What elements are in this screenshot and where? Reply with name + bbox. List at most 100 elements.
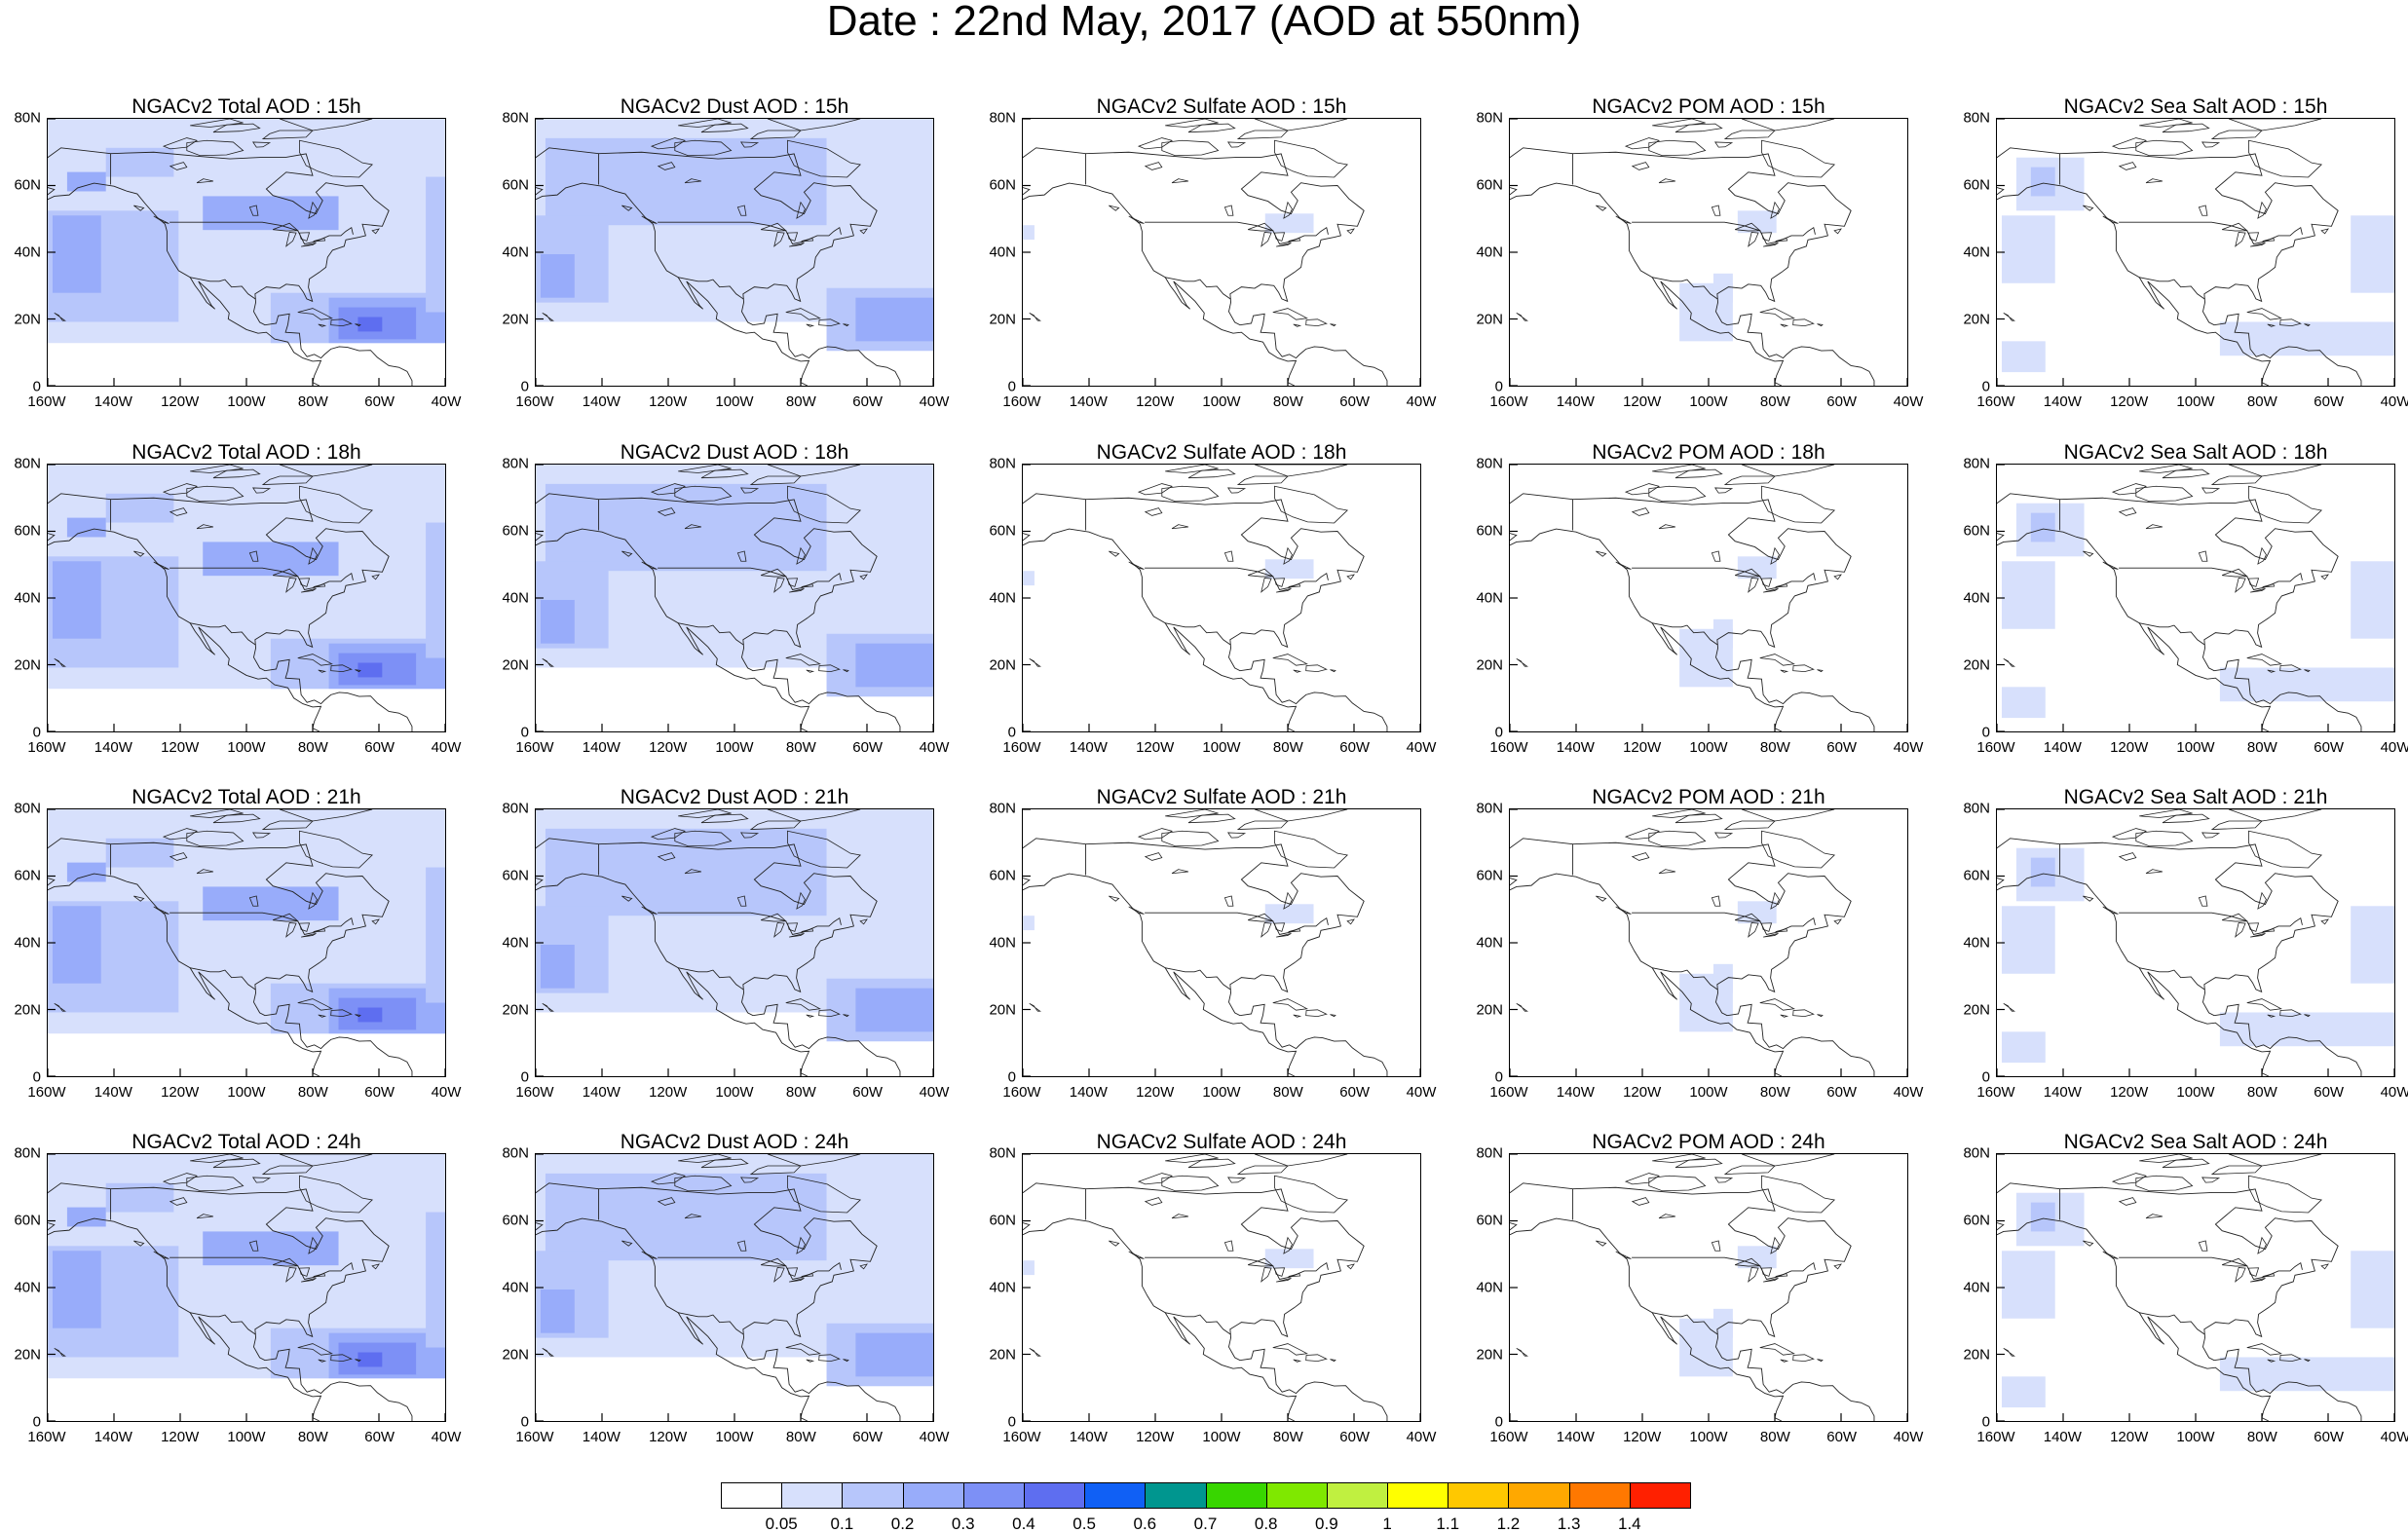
x-tick-label: 120W xyxy=(161,1429,200,1445)
island-outline xyxy=(787,830,862,869)
y-tick-label: 20N xyxy=(989,1001,1016,1019)
island-outline xyxy=(1029,312,1041,321)
colorbar-label: 0.8 xyxy=(1254,1514,1278,1533)
aod-field-north-pacific xyxy=(2001,215,2055,283)
island-outline xyxy=(2198,1240,2208,1252)
colorbar-swatch xyxy=(781,1482,844,1509)
island-outline xyxy=(285,232,297,247)
island-outline xyxy=(621,1240,633,1247)
island-outline xyxy=(301,242,317,247)
colorbar-label: 0.1 xyxy=(830,1514,854,1533)
island-outline xyxy=(1128,906,1145,915)
aod-field-gulf xyxy=(1712,963,1733,993)
panel-title: NGACv2 Dust AOD : 15h xyxy=(620,95,849,118)
island-outline xyxy=(186,485,245,503)
island-outline xyxy=(818,1354,841,1363)
y-tick-label: 80N xyxy=(502,109,529,127)
x-tick-label: 140W xyxy=(1556,739,1595,756)
x-tick-label: 80W xyxy=(297,739,328,756)
aod-field-great-lakes xyxy=(203,1231,339,1266)
island-outline xyxy=(1223,895,1234,907)
map-svg xyxy=(1510,465,1907,731)
island-outline xyxy=(2250,587,2266,593)
island-outline xyxy=(190,119,244,128)
y-tick-label: 20N xyxy=(502,311,529,328)
island-outline xyxy=(1272,654,1308,666)
aod-field-south-clear xyxy=(536,1357,653,1421)
x-tick-label: 60W xyxy=(1339,1429,1371,1445)
x-tick-label: 100W xyxy=(1689,393,1728,410)
island-outline xyxy=(1283,201,1293,219)
island-outline xyxy=(684,178,702,184)
aod-field-gulf-alaska xyxy=(66,1207,106,1227)
island-outline xyxy=(1226,487,1247,494)
island-outline xyxy=(1723,475,1776,485)
island-outline xyxy=(674,1175,733,1192)
x-tick-label: 160W xyxy=(1489,1084,1528,1101)
island-outline xyxy=(1713,1177,1734,1183)
y-tick-label: 80N xyxy=(1476,800,1503,817)
y-tick-label: 80N xyxy=(1963,109,1990,127)
y-tick-label: 0 xyxy=(1007,724,1016,741)
x-tick-label: 60W xyxy=(364,1429,395,1445)
y-tick-label: 60N xyxy=(1476,522,1503,540)
island-outline xyxy=(806,669,815,673)
island-outline xyxy=(2267,1359,2276,1363)
x-tick-label: 120W xyxy=(649,1429,688,1445)
island-outline xyxy=(248,205,259,216)
island-outline xyxy=(1759,998,1795,1011)
x-tick-label: 60W xyxy=(852,739,884,756)
x-tick-label: 120W xyxy=(649,739,688,756)
island-outline xyxy=(1723,1165,1776,1175)
x-tick-label: 40W xyxy=(919,1429,950,1445)
x-tick-label: 60W xyxy=(2314,393,2345,410)
island-outline xyxy=(786,922,799,932)
country-border xyxy=(658,1256,842,1280)
map-panel: NGACv2 POM AOD : 21h 80N 60N 40N 20N 0 160W 140… xyxy=(1476,787,1923,1101)
island-outline xyxy=(297,654,333,666)
island-outline xyxy=(1741,119,1835,131)
island-outline xyxy=(684,869,702,875)
x-tick-label: 100W xyxy=(2176,393,2215,410)
island-outline xyxy=(621,550,633,557)
island-outline xyxy=(2246,998,2282,1011)
island-outline xyxy=(650,483,687,496)
aod-field-pacific-core xyxy=(540,1289,575,1333)
x-tick-label: 120W xyxy=(1623,1084,1662,1101)
aod-field-plume-max xyxy=(357,662,383,678)
island-outline xyxy=(1833,228,1842,235)
country-border xyxy=(169,1256,354,1280)
island-outline xyxy=(279,119,373,131)
aod-field-south-clear xyxy=(536,1012,653,1076)
aod-field-tropical-pacific xyxy=(2001,1031,2046,1064)
x-tick-label: 100W xyxy=(227,739,266,756)
y-tick-label: 20N xyxy=(1963,311,1990,328)
island-outline xyxy=(1624,828,1661,841)
island-outline xyxy=(1276,242,1292,247)
island-outline xyxy=(1161,830,1220,847)
y-tick-label: 80N xyxy=(1476,1144,1503,1162)
island-outline xyxy=(1254,119,1348,131)
x-tick-label: 160W xyxy=(1976,1429,2015,1445)
island-outline xyxy=(678,465,732,473)
island-outline xyxy=(2228,1154,2322,1167)
panel-title: NGACv2 POM AOD : 21h xyxy=(1592,786,1825,808)
x-tick-label: 100W xyxy=(1689,1429,1728,1445)
colorbar-swatch xyxy=(1326,1482,1389,1509)
island-outline xyxy=(1711,1240,1721,1252)
coastline xyxy=(1997,182,2272,386)
island-outline xyxy=(1283,546,1293,565)
map-panel: NGACv2 Total AOD : 24h 80N 60N 40N 20N 0 160W 1… xyxy=(14,1132,461,1445)
island-outline xyxy=(318,1014,327,1018)
y-tick-label: 20N xyxy=(1963,1346,1990,1364)
country-border xyxy=(169,567,354,590)
island-outline xyxy=(2320,918,2329,925)
island-outline xyxy=(301,1277,317,1283)
x-tick-label: 140W xyxy=(94,739,132,756)
island-outline xyxy=(1248,1257,1274,1267)
x-tick-label: 60W xyxy=(852,1084,884,1101)
island-outline xyxy=(1223,550,1234,562)
island-outline xyxy=(1109,205,1120,211)
aod-field-pacific-core xyxy=(52,906,101,984)
island-outline xyxy=(1288,1273,1301,1278)
